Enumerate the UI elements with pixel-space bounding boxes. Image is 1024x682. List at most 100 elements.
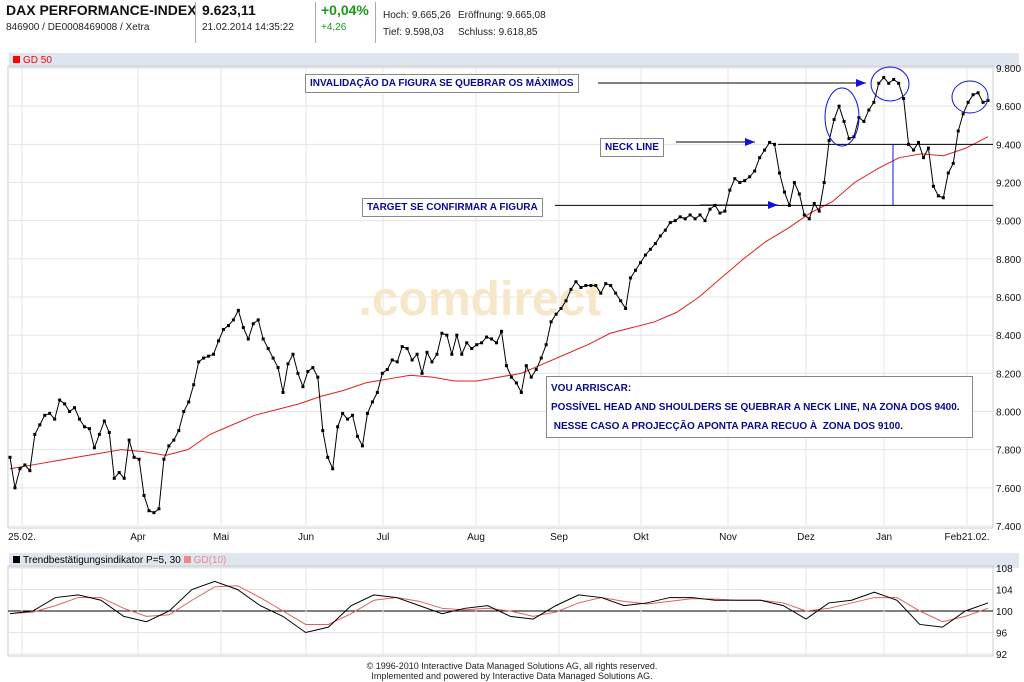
price-point <box>544 343 548 347</box>
price-point <box>718 211 722 215</box>
price-point <box>360 444 364 448</box>
note-line-2: POSSÍVEL HEAD AND SHOULDERS SE QUEBRAR A… <box>551 402 960 413</box>
price-point <box>554 312 558 316</box>
price-point <box>966 100 970 104</box>
price-point <box>534 368 538 372</box>
price-point <box>485 335 489 339</box>
price-point <box>18 467 22 471</box>
price-point <box>678 215 682 219</box>
watermark-logo: .comdirect <box>359 273 602 326</box>
price-point <box>63 402 67 406</box>
price-point <box>147 509 151 513</box>
price-point <box>519 390 523 394</box>
price-point <box>956 129 960 133</box>
target-arrow-head <box>768 201 778 209</box>
x-tick-label: Jul <box>377 532 390 543</box>
change-percent: +0,04% <box>321 2 369 18</box>
price-point <box>420 371 424 375</box>
price-point <box>415 352 419 356</box>
price-point <box>226 324 230 328</box>
price-point <box>102 419 106 423</box>
price-point <box>867 108 871 112</box>
price-point <box>68 410 72 413</box>
price-point <box>495 341 499 345</box>
price-point <box>390 358 394 362</box>
price-point <box>450 352 454 356</box>
price-point <box>266 347 270 351</box>
price-point <box>316 375 320 379</box>
price-point <box>465 341 469 345</box>
price-point <box>271 356 275 360</box>
indicator-y-tick: 108 <box>996 564 1013 575</box>
indicator-y-tick: 100 <box>996 607 1013 618</box>
last-price: 9.623,11 <box>202 2 256 18</box>
price-point <box>961 112 965 116</box>
x-tick-label: Dez <box>797 532 815 543</box>
price-point <box>951 161 955 165</box>
price-point <box>8 455 12 459</box>
price-point <box>207 354 211 358</box>
price-point <box>604 282 608 286</box>
price-point <box>673 219 677 223</box>
price-point <box>231 318 235 322</box>
price-point <box>58 398 62 402</box>
price-point <box>817 209 821 213</box>
neck-arrow-head <box>745 138 755 146</box>
price-point <box>981 100 985 104</box>
price-point <box>624 306 628 310</box>
main-legend: GD 50 <box>9 53 1019 68</box>
price-point <box>197 360 201 364</box>
price-point <box>53 417 57 421</box>
price-point <box>882 76 886 80</box>
price-point <box>897 81 901 85</box>
price-point <box>614 291 618 295</box>
invalidation-arrow-head <box>856 79 866 87</box>
indicator-legend: Trendbestätigungsindikator P=5, 30 GD(10… <box>9 553 1019 568</box>
price-point <box>832 118 836 122</box>
price-point <box>653 242 657 246</box>
price-point <box>132 455 136 459</box>
note-line-3: NESSE CASO A PROJECÇÃO APONTA PARA RECUO… <box>551 421 903 432</box>
right-shoulder-circle <box>951 80 989 114</box>
price-point <box>251 322 255 326</box>
powered-by: Implemented and powered by Interactive D… <box>371 671 653 681</box>
price-point <box>877 81 881 85</box>
price-point <box>708 207 712 211</box>
price-point <box>261 337 265 341</box>
price-point <box>281 390 285 394</box>
quote-datetime: 21.02.2014 14:35:22 <box>202 22 294 33</box>
price-point <box>524 364 528 368</box>
price-point <box>167 444 171 448</box>
price-point <box>356 434 360 438</box>
price-point <box>97 432 101 436</box>
x-tick-label: 25.02. <box>8 532 36 543</box>
y-tick-label: 8.200 <box>996 369 1021 380</box>
price-point <box>648 247 652 251</box>
price-point <box>430 360 434 364</box>
open: Eröffnung: 9.665,08 <box>458 10 546 21</box>
left-shoulder-circle <box>824 87 860 147</box>
price-point <box>733 177 737 181</box>
price-point <box>405 347 409 351</box>
indicator-y-tick: 92 <box>996 650 1008 661</box>
y-tick-label: 7.400 <box>996 522 1021 533</box>
price-point <box>663 228 667 232</box>
price-point <box>236 308 240 312</box>
y-tick-label: 8.000 <box>996 408 1021 419</box>
price-point <box>926 146 930 150</box>
price-point <box>748 175 752 179</box>
price-point <box>658 234 662 238</box>
price-point <box>584 284 588 288</box>
legend-ma: GD 50 <box>23 55 52 66</box>
legend-indicator-ma: GD(10) <box>193 555 227 566</box>
price-point <box>912 148 916 152</box>
y-tick-label: 9.400 <box>996 140 1021 151</box>
price-point <box>703 219 707 223</box>
price-point <box>539 356 543 360</box>
price-point <box>112 476 116 480</box>
price-point <box>87 427 91 431</box>
price-point <box>48 411 52 415</box>
price-point <box>43 413 47 417</box>
y-tick-label: 8.600 <box>996 293 1021 304</box>
price-point <box>837 104 841 108</box>
